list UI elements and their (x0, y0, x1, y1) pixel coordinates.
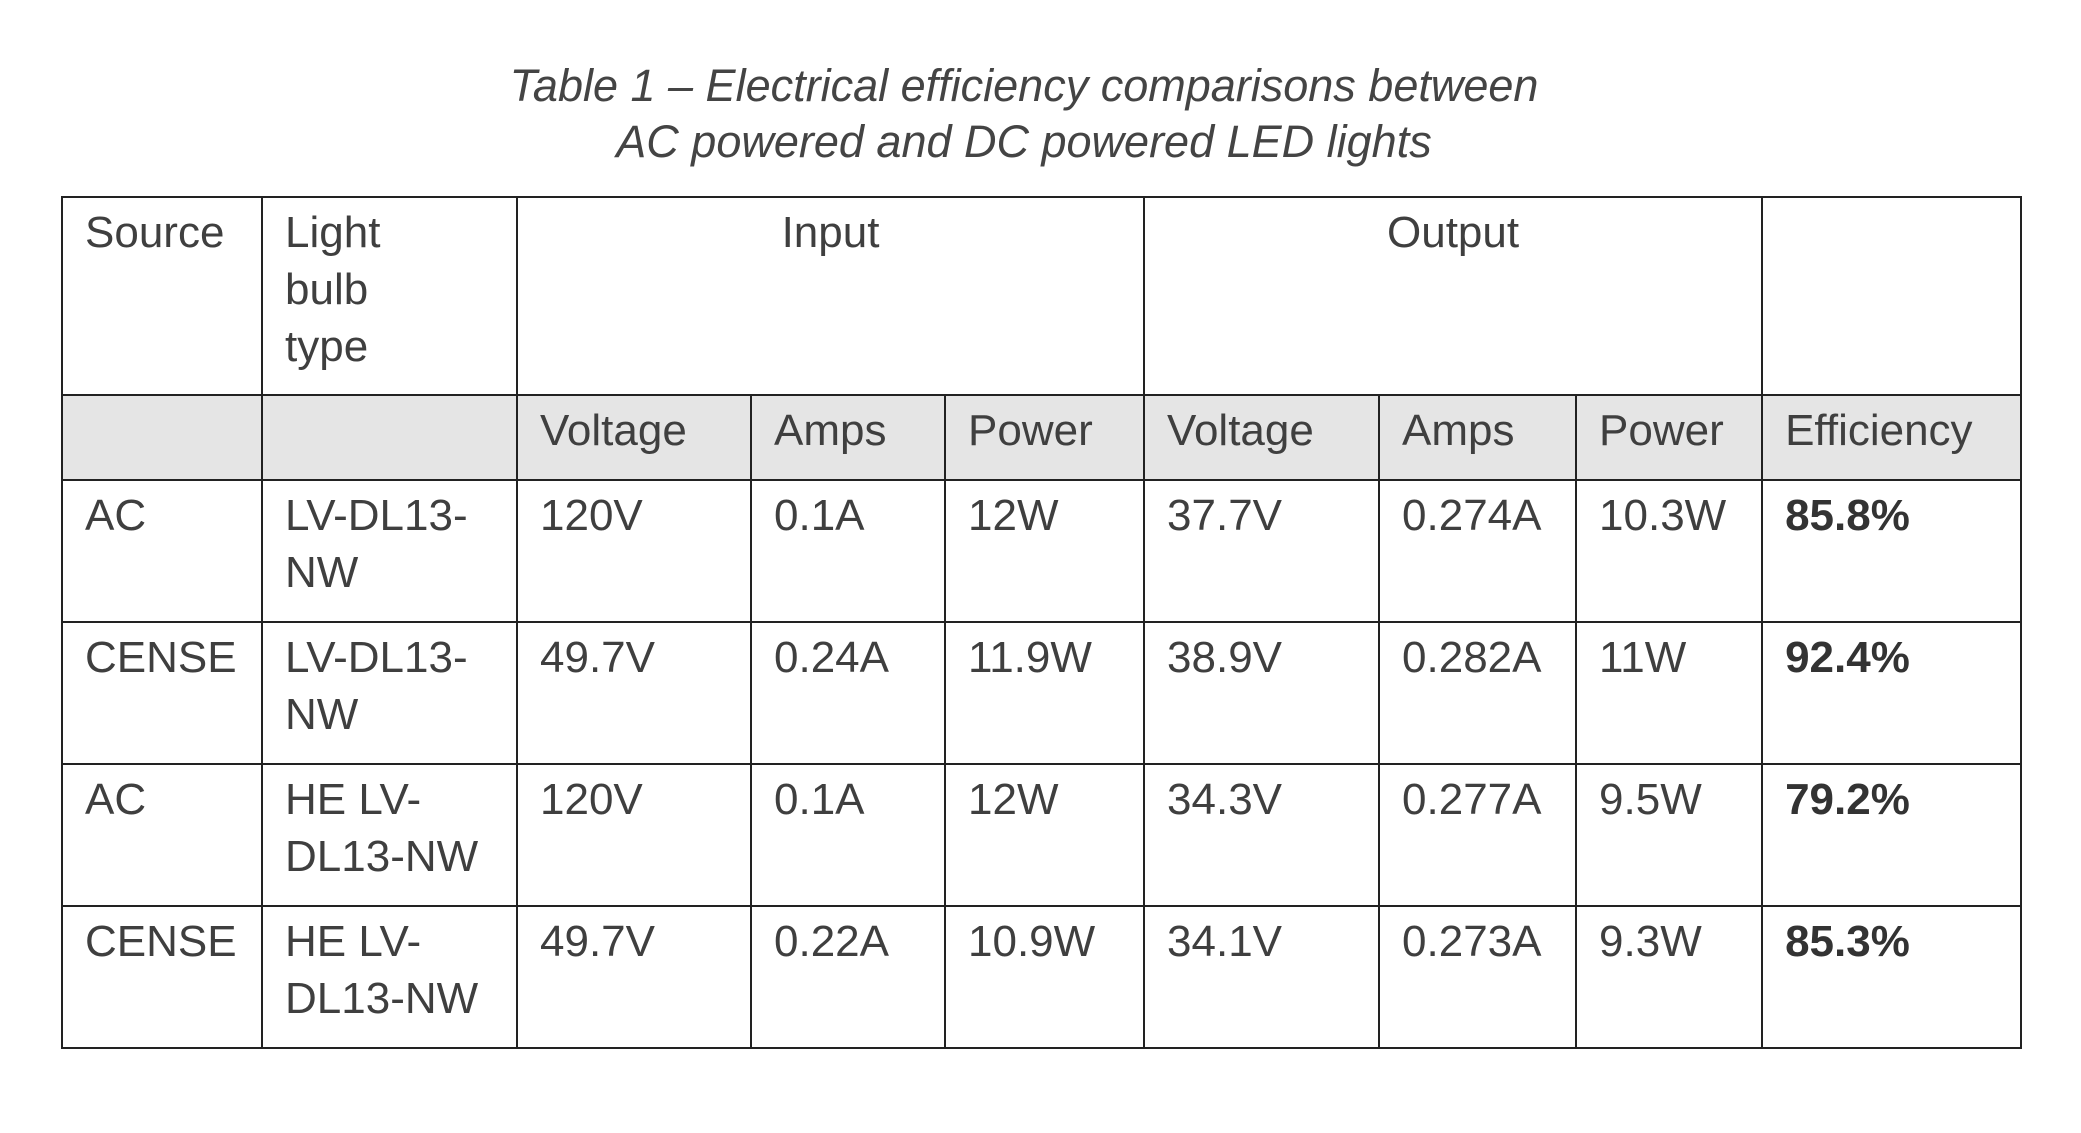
cell-input-voltage: 49.7V (516, 621, 752, 765)
cell-bulb: HE LV-DL13-NW (261, 763, 518, 907)
cell-output-power: 9.5W (1575, 763, 1764, 907)
table-row: CENSE LV-DL13-NW 49.7V 0.24A 11.9W 38.9V… (61, 621, 2023, 765)
cell-efficiency: 85.8% (1761, 479, 2023, 623)
cell-input-amps: 0.1A (750, 763, 946, 907)
cell-output-voltage: 34.1V (1143, 905, 1381, 1049)
cell-output-amps: 0.282A (1378, 621, 1578, 765)
subheader-empty (261, 394, 518, 481)
efficiency-table: Source Light bulb type Input Output Volt… (61, 196, 2023, 1049)
cell-output-amps: 0.274A (1378, 479, 1578, 623)
cell-output-voltage: 37.7V (1143, 479, 1381, 623)
subheader-row: Voltage Amps Power Voltage Amps Power Ef… (61, 394, 2023, 481)
cell-input-power: 12W (943, 479, 1146, 623)
cell-source: CENSE (61, 621, 263, 765)
header-row: Source Light bulb type Input Output (61, 196, 2023, 396)
efficiency-value: 92.4% (1785, 633, 1910, 682)
cell-source: CENSE (61, 905, 263, 1049)
efficiency-value: 79.2% (1785, 775, 1910, 824)
header-empty (1761, 196, 2023, 396)
subheader-input-power: Power (943, 394, 1146, 481)
subheader-efficiency: Efficiency (1761, 394, 2023, 481)
header-bulb-type-label: Light bulb type (285, 208, 381, 371)
header-input: Input (515, 196, 1146, 396)
cell-input-voltage: 120V (516, 763, 752, 907)
header-bulb-type: Light bulb type (261, 196, 518, 396)
cell-output-power: 11W (1575, 621, 1764, 765)
cell-input-power: 12W (943, 763, 1146, 907)
subheader-output-voltage: Voltage (1143, 394, 1381, 481)
cell-source: AC (61, 763, 263, 907)
cell-bulb: LV-DL13-NW (261, 621, 518, 765)
header-source: Source (61, 196, 263, 396)
caption-line-1: Table 1 – Electrical efficiency comparis… (509, 60, 1539, 111)
table-row: AC LV-DL13-NW 120V 0.1A 12W 37.7V 0.274A… (61, 479, 2023, 623)
cell-input-voltage: 49.7V (516, 905, 752, 1049)
cell-source: AC (61, 479, 263, 623)
cell-bulb-text: LV-DL13-NW (285, 633, 468, 739)
cell-bulb-text: LV-DL13-NW (285, 491, 468, 597)
efficiency-value: 85.3% (1785, 917, 1910, 966)
cell-output-voltage: 38.9V (1143, 621, 1381, 765)
efficiency-value: 85.8% (1785, 491, 1910, 540)
cell-input-voltage: 120V (516, 479, 752, 623)
cell-input-power: 11.9W (943, 621, 1146, 765)
cell-output-power: 10.3W (1575, 479, 1764, 623)
cell-bulb: HE LV-DL13-NW (261, 905, 518, 1049)
cell-output-amps: 0.277A (1378, 763, 1578, 907)
subheader-output-power: Power (1575, 394, 1764, 481)
subheader-input-voltage: Voltage (516, 394, 752, 481)
caption-line-2: AC powered and DC powered LED lights (616, 116, 1432, 167)
header-output: Output (1143, 196, 1764, 396)
cell-efficiency: 79.2% (1761, 763, 2023, 907)
cell-bulb-text: HE LV-DL13-NW (285, 775, 479, 881)
cell-efficiency: 92.4% (1761, 621, 2023, 765)
table-row: AC HE LV-DL13-NW 120V 0.1A 12W 34.3V 0.2… (61, 763, 2023, 907)
cell-input-amps: 0.24A (750, 621, 946, 765)
table-caption: Table 1 – Electrical efficiency comparis… (0, 58, 2048, 170)
cell-input-power: 10.9W (943, 905, 1146, 1049)
subheader-empty (61, 394, 263, 481)
cell-output-amps: 0.273A (1378, 905, 1578, 1049)
cell-input-amps: 0.1A (750, 479, 946, 623)
cell-input-amps: 0.22A (750, 905, 946, 1049)
table-row: CENSE HE LV-DL13-NW 49.7V 0.22A 10.9W 34… (61, 905, 2023, 1049)
cell-output-voltage: 34.3V (1143, 763, 1381, 907)
subheader-output-amps: Amps (1378, 394, 1578, 481)
cell-efficiency: 85.3% (1761, 905, 2023, 1049)
subheader-input-amps: Amps (750, 394, 946, 481)
cell-output-power: 9.3W (1575, 905, 1764, 1049)
cell-bulb: LV-DL13-NW (261, 479, 518, 623)
cell-bulb-text: HE LV-DL13-NW (285, 917, 479, 1023)
